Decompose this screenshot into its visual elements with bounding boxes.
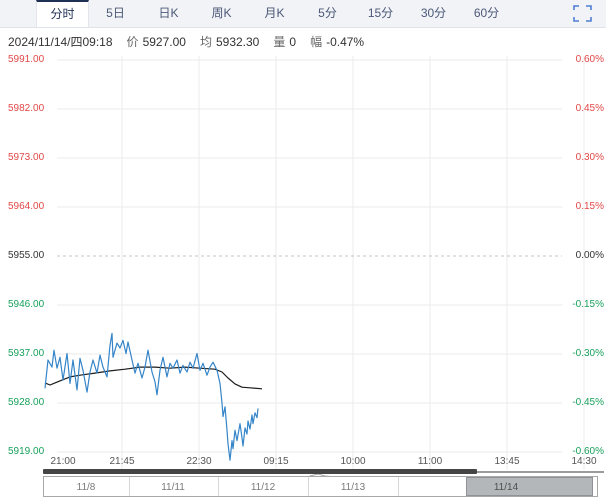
- y-axis-percent-label: -0.15%: [572, 299, 604, 310]
- average-price-line: [44, 366, 263, 390]
- y-axis-price-label: 5973.00: [8, 152, 45, 163]
- minimap-date-label[interactable]: 11/11: [161, 482, 185, 493]
- x-axis-time-label: 14:30: [571, 456, 597, 467]
- tab-intraday[interactable]: 分时: [36, 0, 89, 27]
- price-line: [44, 332, 259, 461]
- date-navigator-minimap[interactable]: 11/8 11/11 11/12 11/13 11/14: [43, 476, 598, 497]
- y-axis-percent-label: 0.15%: [575, 201, 604, 212]
- minimap-session-divider: [129, 477, 130, 496]
- x-axis-time-label: 13:45: [494, 456, 520, 467]
- chart-scrollbar-thumb[interactable]: [43, 469, 477, 474]
- y-axis-price-label: 5919.00: [8, 446, 45, 457]
- y-axis-price-label: 5991.00: [8, 54, 45, 65]
- y-axis-price-label: 5928.00: [8, 397, 45, 408]
- x-axis-time-label: 21:45: [109, 456, 135, 467]
- y-axis-price-label: 5964.00: [8, 201, 45, 212]
- tab-30min[interactable]: 30分: [420, 6, 447, 20]
- fullscreen-expand-icon-glyph: [573, 5, 592, 22]
- x-axis-time-label: 11:00: [417, 456, 443, 467]
- minimap-date-label[interactable]: 11/13: [340, 482, 366, 493]
- tab-5day[interactable]: 5日: [106, 6, 125, 20]
- x-axis-time-label: 09:15: [263, 456, 289, 467]
- quote-price: 价 5927.00: [126, 34, 186, 49]
- fullscreen-expand-icon[interactable]: [573, 5, 592, 22]
- minimap-date-label[interactable]: 11/8: [76, 482, 96, 493]
- y-axis-price-label: 5982.00: [8, 103, 45, 114]
- y-axis-price-label: 5937.00: [8, 348, 45, 359]
- tab-daily-k[interactable]: 日K: [158, 6, 179, 20]
- tab-monthly-k[interactable]: 月K: [264, 6, 285, 20]
- minimap-session-divider: [398, 477, 399, 496]
- y-axis-percent-label: -0.45%: [572, 397, 604, 408]
- y-axis-price-label: 5946.00: [8, 299, 45, 310]
- x-axis-time-label: 10:00: [340, 456, 366, 467]
- quote-average: 均 5932.30: [199, 34, 260, 49]
- minimap-date-label[interactable]: 11/14: [493, 482, 519, 493]
- y-axis-percent-label: 0.30%: [575, 152, 604, 163]
- minimap-date-label[interactable]: 11/12: [250, 482, 276, 493]
- tab-60min[interactable]: 60分: [473, 6, 500, 20]
- y-axis-percent-label: 0.00%: [575, 250, 604, 261]
- minimap-session-divider: [308, 477, 309, 496]
- y-axis-percent-label: 0.45%: [575, 103, 604, 114]
- x-axis-time-label: 21:00: [50, 456, 76, 467]
- period-tabbar: 分时 5日 日K 周K 月K 5分 15分 30分 60分: [0, 0, 606, 28]
- y-axis-percent-label: -0.60%: [572, 446, 604, 457]
- y-axis-percent-label: 0.60%: [575, 54, 604, 65]
- tab-5min[interactable]: 5分: [318, 6, 337, 20]
- minimap-session-divider: [218, 477, 219, 496]
- tab-weekly-k[interactable]: 周K: [211, 6, 232, 20]
- tab-15min[interactable]: 15分: [367, 6, 394, 20]
- minimap-selected-window[interactable]: [466, 477, 593, 496]
- y-axis-percent-label: -0.30%: [572, 348, 604, 359]
- x-axis-time-label: 22:30: [186, 456, 212, 467]
- quote-datetime: 2024/11/14/四09:18: [8, 34, 113, 49]
- quote-change: 幅 -0.47%: [310, 34, 365, 49]
- y-axis-price-label: 5955.00: [8, 250, 45, 261]
